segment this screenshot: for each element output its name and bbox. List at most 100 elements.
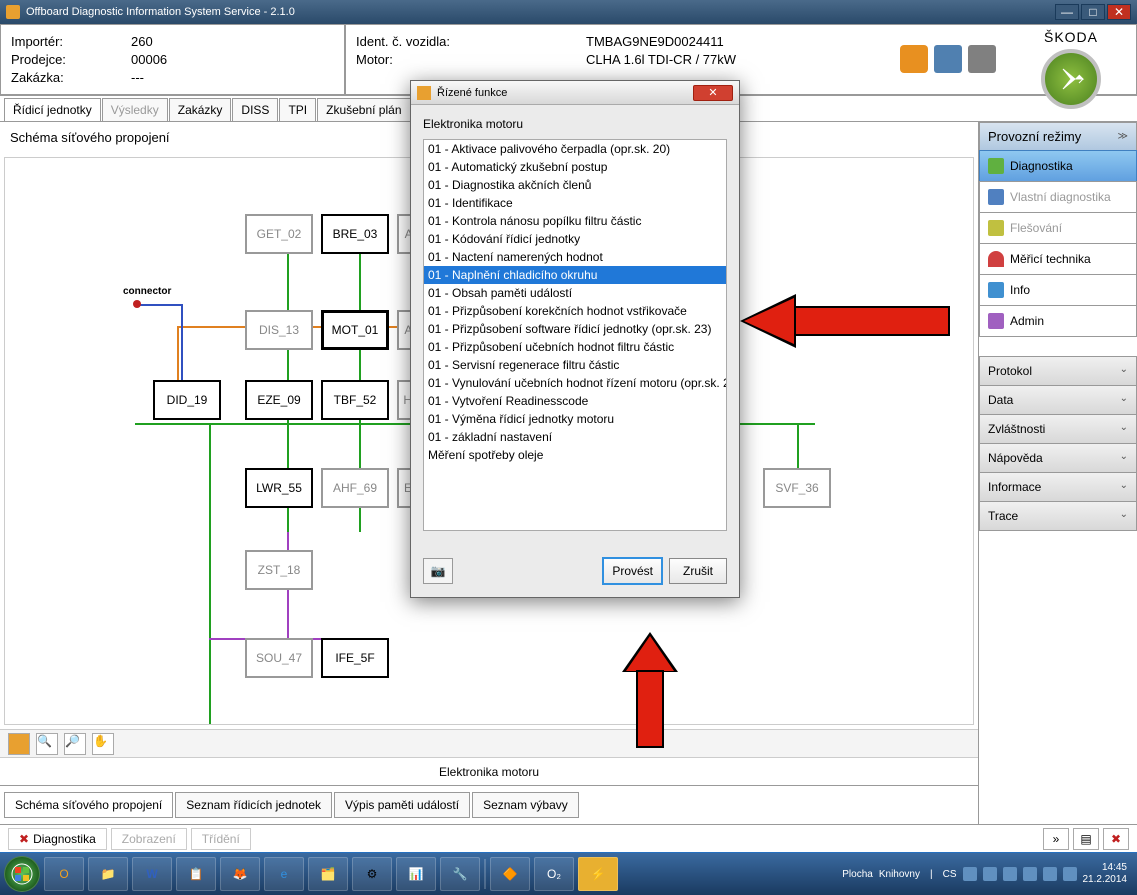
section-help[interactable]: Nápověda⌄ xyxy=(979,443,1137,473)
task-app6[interactable]: 🔶 xyxy=(490,857,530,891)
screenshot-button[interactable]: 📷 xyxy=(423,558,453,584)
list-item[interactable]: 01 - Přizpůsobení software řídicí jednot… xyxy=(424,320,726,338)
task-outlook[interactable]: O xyxy=(44,857,84,891)
cancel-button[interactable]: Zrušit xyxy=(669,558,727,584)
key-icon[interactable] xyxy=(968,45,996,73)
section-info[interactable]: Informace⌄ xyxy=(979,472,1137,502)
maximize-button[interactable]: □ xyxy=(1081,4,1105,20)
list-item[interactable]: 01 - Servisní regenerace filtru částic xyxy=(424,356,726,374)
tray-lang[interactable]: CS xyxy=(943,869,957,880)
tray-icon[interactable] xyxy=(1023,867,1037,881)
btab-events[interactable]: Výpis paměti událostí xyxy=(334,792,470,818)
mode-info[interactable]: Info xyxy=(979,274,1137,306)
database-icon[interactable] xyxy=(934,45,962,73)
list-item[interactable]: 01 - Výměna řídicí jednotky motoru xyxy=(424,410,726,428)
list-item[interactable]: 01 - Vynulování učebních hodnot řízení m… xyxy=(424,374,726,392)
node-dis13[interactable]: DIS_13 xyxy=(245,310,313,350)
car-icon[interactable] xyxy=(900,45,928,73)
tray-desktop[interactable]: Plocha xyxy=(842,869,873,880)
node-bre03[interactable]: BRE_03 xyxy=(321,214,389,254)
status-display[interactable]: Zobrazení xyxy=(111,828,187,850)
modes-header[interactable]: Provozní režimy≫ xyxy=(979,122,1137,151)
node-sou47[interactable]: SOU_47 xyxy=(245,638,313,678)
list-item[interactable]: 01 - základní nastavení xyxy=(424,428,726,446)
task-word[interactable]: W xyxy=(132,857,172,891)
btab-schema[interactable]: Schéma síťového propojení xyxy=(4,792,173,818)
tab-tpi[interactable]: TPI xyxy=(279,98,316,121)
list-item[interactable]: 01 - Automatický zkušební postup xyxy=(424,158,726,176)
close-button[interactable]: ✕ xyxy=(1107,4,1131,20)
task-o2[interactable]: O₂ xyxy=(534,857,574,891)
node-svf36[interactable]: SVF_36 xyxy=(763,468,831,508)
status-export-button[interactable]: ▤ xyxy=(1073,828,1099,850)
list-item[interactable]: 01 - Vytvoření Readinesscode xyxy=(424,392,726,410)
task-odis[interactable]: ⚡ xyxy=(578,857,618,891)
task-app1[interactable]: 📋 xyxy=(176,857,216,891)
mode-flash[interactable]: Flešování xyxy=(979,212,1137,244)
tab-testplan[interactable]: Zkušební plán xyxy=(317,98,410,121)
list-item[interactable]: 01 - Obsah paměti událostí xyxy=(424,284,726,302)
btab-list[interactable]: Seznam řídicích jednotek xyxy=(175,792,332,818)
node-did19[interactable]: DID_19 xyxy=(153,380,221,420)
list-item[interactable]: 01 - Kódování řídicí jednotky xyxy=(424,230,726,248)
tool-select[interactable] xyxy=(8,733,30,755)
tray-icon[interactable] xyxy=(1043,867,1057,881)
node-ife5f[interactable]: IFE_5F xyxy=(321,638,389,678)
node-get02[interactable]: GET_02 xyxy=(245,214,313,254)
tray-icon[interactable] xyxy=(963,867,977,881)
tab-orders[interactable]: Zakázky xyxy=(169,98,232,121)
btab-equipment[interactable]: Seznam výbavy xyxy=(472,792,579,818)
node-eze09[interactable]: EZE_09 xyxy=(245,380,313,420)
status-next-button[interactable]: » xyxy=(1043,828,1069,850)
status-bar: ✖Diagnostika Zobrazení Třídění » ▤ ✖ xyxy=(0,824,1137,852)
clock[interactable]: 14:45 21.2.2014 xyxy=(1083,862,1128,886)
list-item-selected[interactable]: 01 - Naplnění chladicího okruhu xyxy=(424,266,726,284)
section-trace[interactable]: Trace⌄ xyxy=(979,501,1137,531)
tray-icon[interactable] xyxy=(1063,867,1077,881)
task-app5[interactable]: 🔧 xyxy=(440,857,480,891)
task-firefox[interactable]: 🦊 xyxy=(220,857,260,891)
mode-diagnostics[interactable]: Diagnostika xyxy=(979,150,1137,182)
task-app2[interactable]: 🗂️ xyxy=(308,857,348,891)
tool-zoom-out[interactable]: 🔎 xyxy=(64,733,86,755)
mode-admin[interactable]: Admin xyxy=(979,305,1137,337)
list-item[interactable]: 01 - Diagnostika akčních členů xyxy=(424,176,726,194)
node-tbf52[interactable]: TBF_52 xyxy=(321,380,389,420)
list-item[interactable]: Měření spotřeby oleje xyxy=(424,446,726,464)
status-stop-button[interactable]: ✖ xyxy=(1103,828,1129,850)
task-app3[interactable]: ⚙ xyxy=(352,857,392,891)
node-zst18[interactable]: ZST_18 xyxy=(245,550,313,590)
node-ahf69[interactable]: AHF_69 xyxy=(321,468,389,508)
list-item[interactable]: 01 - Identifikace xyxy=(424,194,726,212)
start-button[interactable] xyxy=(4,856,40,892)
tab-control-units[interactable]: Řídicí jednotky xyxy=(4,98,101,121)
tray-icon[interactable] xyxy=(1003,867,1017,881)
tray-libraries[interactable]: Knihovny xyxy=(879,869,920,880)
mode-selfdiag[interactable]: Vlastní diagnostika xyxy=(979,181,1137,213)
tab-diss[interactable]: DISS xyxy=(232,98,278,121)
section-special[interactable]: Zvláštnosti⌄ xyxy=(979,414,1137,444)
dialog-close-button[interactable]: ✕ xyxy=(693,85,733,101)
list-item[interactable]: 01 - Kontrola nánosu popílku filtru část… xyxy=(424,212,726,230)
minimize-button[interactable]: — xyxy=(1055,4,1079,20)
task-app4[interactable]: 📊 xyxy=(396,857,436,891)
section-protocol[interactable]: Protokol⌄ xyxy=(979,356,1137,386)
node-lwr55[interactable]: LWR_55 xyxy=(245,468,313,508)
tab-results[interactable]: Výsledky xyxy=(102,98,168,121)
list-item[interactable]: 01 - Přizpůsobení korekčních hodnot vstř… xyxy=(424,302,726,320)
functions-list[interactable]: 01 - Aktivace palivového čerpadla (opr.s… xyxy=(423,139,727,531)
section-data[interactable]: Data⌄ xyxy=(979,385,1137,415)
task-ie[interactable]: e xyxy=(264,857,304,891)
execute-button[interactable]: Provést xyxy=(602,557,663,585)
tool-zoom-in[interactable]: 🔍 xyxy=(36,733,58,755)
tray-icon[interactable] xyxy=(983,867,997,881)
status-sort[interactable]: Třídění xyxy=(191,828,251,850)
node-mot01[interactable]: MOT_01 xyxy=(321,310,389,350)
list-item[interactable]: 01 - Nactení namerených hodnot xyxy=(424,248,726,266)
mode-measure[interactable]: Měřicí technika xyxy=(979,243,1137,275)
task-explorer[interactable]: 📁 xyxy=(88,857,128,891)
tool-hand[interactable]: ✋ xyxy=(92,733,114,755)
list-item[interactable]: 01 - Aktivace palivového čerpadla (opr.s… xyxy=(424,140,726,158)
status-diag[interactable]: ✖Diagnostika xyxy=(8,828,107,850)
list-item[interactable]: 01 - Přizpůsobení učebních hodnot filtru… xyxy=(424,338,726,356)
